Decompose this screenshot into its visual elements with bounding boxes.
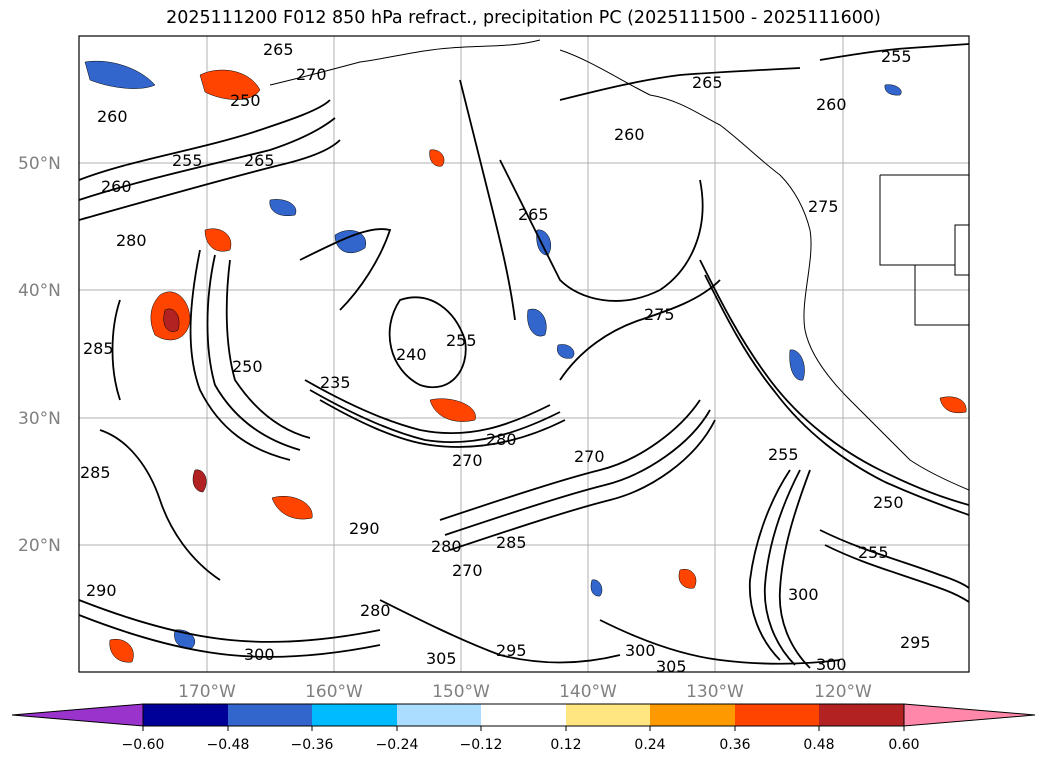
contour-label: 280 <box>486 430 517 449</box>
contour-label: 260 <box>97 107 128 126</box>
colorbar-tick-label: −0.48 <box>207 737 250 753</box>
contour-label: 285 <box>496 533 527 552</box>
colorbar-swatch <box>312 704 397 726</box>
lat-label-20n: 20°N <box>18 536 61 556</box>
colorbar-tick-label: −0.12 <box>460 737 503 753</box>
contour-label: 275 <box>644 305 675 324</box>
contour-label: 300 <box>788 585 819 604</box>
colorbar-tick-label: −0.36 <box>291 737 334 753</box>
contour-label: 255 <box>768 445 799 464</box>
contour-label: 285 <box>80 463 111 482</box>
colorbar-tick-label: −0.24 <box>376 737 419 753</box>
lat-label-50n: 50°N <box>18 154 61 174</box>
colorbar-swatch <box>143 704 228 726</box>
contour-label: 290 <box>86 581 117 600</box>
colorbar-swatch <box>650 704 735 726</box>
contour-label: 255 <box>881 47 912 66</box>
contour-labels: 265 270 260 255 250 265 260 255 280 285 … <box>80 40 931 676</box>
map-frame <box>78 35 970 673</box>
contour-label: 280 <box>360 601 391 620</box>
contour-label: 270 <box>574 447 605 466</box>
contour-label: 240 <box>396 345 427 364</box>
colorbar-tick-label: −0.60 <box>122 737 165 753</box>
colorbar-swatch <box>481 704 566 726</box>
contour-label: 275 <box>808 197 839 216</box>
colorbar-tick-labels: −0.60 −0.48 −0.36 −0.24 −0.12 0.12 0.24 … <box>122 737 920 753</box>
contour-label: 300 <box>244 645 275 664</box>
contour-label: 250 <box>873 493 904 512</box>
contour-label: 305 <box>656 657 687 676</box>
contour-label: 280 <box>116 231 147 250</box>
lon-label-150w: 150°W <box>432 682 490 702</box>
contour-label: 235 <box>320 373 351 392</box>
contour-label: 270 <box>296 65 327 84</box>
precip-shading-positive <box>109 69 967 663</box>
colorbar-tick-label: 0.12 <box>550 737 581 753</box>
contour-label: 265 <box>518 205 549 224</box>
page-title: 2025111200 F012 850 hPa refract., precip… <box>166 8 881 28</box>
contour-label: 295 <box>496 641 527 660</box>
contour-label: 255 <box>446 331 477 350</box>
colorbar-swatch <box>397 704 481 726</box>
contour-label: 260 <box>101 177 132 196</box>
contour-label: 265 <box>692 73 723 92</box>
contour-label: 270 <box>452 451 483 470</box>
contour-label: 305 <box>426 649 457 668</box>
contour-label: 250 <box>232 357 263 376</box>
colorbar-tick-label: 0.48 <box>803 737 834 753</box>
contour-label: 270 <box>452 561 483 580</box>
colorbar-extend-high <box>903 703 1036 727</box>
colorbar-extend-low <box>11 703 144 727</box>
colorbar-tick-label: 0.60 <box>888 737 919 753</box>
contour-label: 300 <box>625 641 656 660</box>
lon-label-130w: 130°W <box>686 682 744 702</box>
contour-label: 265 <box>263 40 294 59</box>
contour-label: 280 <box>431 537 462 556</box>
lon-label-140w: 140°W <box>559 682 617 702</box>
lat-label-40n: 40°N <box>18 281 61 301</box>
contour-label: 260 <box>816 95 847 114</box>
colorbar-swatch <box>566 704 650 726</box>
refractivity-contours <box>79 43 969 669</box>
contour-label: 290 <box>349 519 380 538</box>
contour-label: 285 <box>83 339 114 358</box>
lon-label-160w: 160°W <box>305 682 363 702</box>
longitude-labels: 170°W 160°W 150°W 140°W 130°W 120°W <box>178 682 872 702</box>
colorbar-swatch <box>228 704 312 726</box>
coastlines <box>269 39 969 491</box>
lat-label-30n: 30°N <box>18 409 61 429</box>
colorbar-tick-label: 0.36 <box>719 737 750 753</box>
lon-label-120w: 120°W <box>814 682 872 702</box>
colorbar-frame <box>142 703 905 727</box>
contour-label: 295 <box>900 633 931 652</box>
colorbar: −0.60 −0.48 −0.36 −0.24 −0.12 0.12 0.24 … <box>11 703 1036 753</box>
contour-label: 265 <box>244 151 275 170</box>
contour-label: 260 <box>614 125 645 144</box>
contour-label: 300 <box>816 655 847 674</box>
colorbar-swatch <box>819 704 904 726</box>
colorbar-swatch <box>735 704 819 726</box>
graticule <box>79 36 969 672</box>
map-background <box>79 36 969 672</box>
colorbar-tick-label: 0.24 <box>634 737 665 753</box>
contour-label: 255 <box>172 151 203 170</box>
contour-label: 255 <box>858 543 889 562</box>
map-layer: 265 270 260 255 250 265 260 255 280 285 … <box>79 36 969 676</box>
colorbar-ticks <box>142 726 905 731</box>
latitude-labels: 50°N 40°N 30°N 20°N <box>18 154 61 556</box>
lon-label-170w: 170°W <box>178 682 236 702</box>
contour-label: 250 <box>230 91 261 110</box>
